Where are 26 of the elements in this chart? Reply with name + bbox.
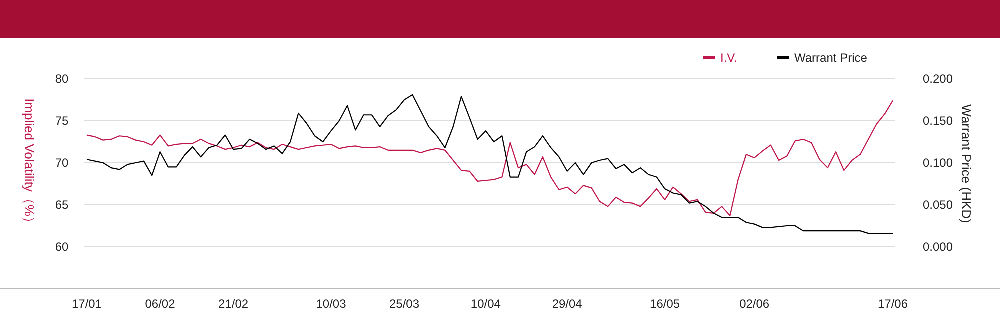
- y-tick-label: 75: [55, 114, 69, 128]
- y2-tick-label: 0.100: [922, 156, 954, 170]
- y-tick-label: 70: [55, 156, 69, 170]
- x-tick-label: 02/06: [740, 297, 770, 311]
- x-tick-label: 10/04: [470, 297, 502, 311]
- line-series: [86, 100, 894, 216]
- y-tick-label: 80: [55, 72, 69, 86]
- legend-label: Warrant Price: [794, 51, 868, 65]
- x-tick-label: 06/02: [145, 297, 176, 311]
- y2-tick-label: 0.150: [922, 114, 954, 128]
- x-tick-label: 29/04: [552, 297, 583, 311]
- legend-label: I.V.: [720, 51, 738, 65]
- y-axis-title: Implied Volatility（%）: [22, 98, 37, 230]
- y-tick-label: 60: [55, 240, 69, 254]
- x-tick-label: 17/06: [878, 297, 908, 311]
- x-tick-label: 16/05: [650, 297, 680, 311]
- y2-axis-title: Warrant Price (HKD): [959, 104, 974, 224]
- y-tick-label: 65: [55, 198, 69, 212]
- y2-tick-label: 0.000: [922, 240, 954, 254]
- x-tick-label: 25/03: [390, 297, 420, 311]
- x-tick-label: 21/02: [218, 297, 249, 311]
- x-tick-label: 10/03: [316, 297, 347, 311]
- x-tick-label: 17/01: [72, 297, 102, 311]
- line-series: [86, 94, 894, 234]
- y2-tick-label: 0.050: [922, 198, 954, 212]
- y2-tick-label: 0.200: [922, 72, 954, 86]
